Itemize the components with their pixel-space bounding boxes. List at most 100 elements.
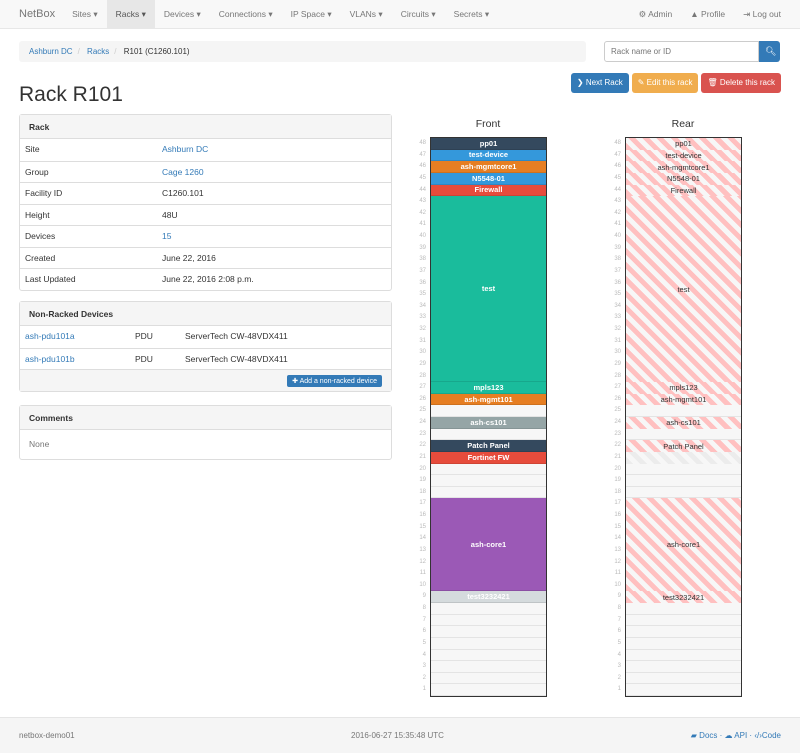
rack-device-rear[interactable]: Firewall: [626, 184, 741, 197]
api-link[interactable]: ☁ API: [725, 731, 748, 740]
unit-number: 32: [419, 326, 426, 332]
rack-unit[interactable]: [626, 673, 741, 685]
rack-unit[interactable]: [626, 638, 741, 650]
rack-device[interactable]: Patch Panel: [431, 440, 546, 452]
unit-number: 42: [614, 209, 621, 216]
nav-devices[interactable]: Devices ▾: [163, 8, 201, 19]
unit-number: 21: [614, 453, 621, 460]
rack-device-rear[interactable]: [626, 451, 741, 464]
rack-device-rear[interactable]: ash-cs101: [626, 417, 741, 429]
rack-device[interactable]: pp01: [431, 138, 546, 150]
rack-unit[interactable]: [626, 475, 741, 487]
rack-device-rear[interactable]: ash-core1: [626, 498, 741, 592]
rack-device-rear[interactable]: ash-mgmt101: [626, 393, 741, 406]
rack-device-rear[interactable]: ash-mgmtcore1: [626, 161, 741, 173]
detail-value[interactable]: Cage 1260: [162, 166, 204, 177]
detail-value[interactable]: 15: [162, 231, 172, 241]
rack-unit[interactable]: [626, 405, 741, 417]
rack-unit[interactable]: [431, 673, 546, 685]
unit-number: 26: [419, 395, 426, 402]
nav-ip-space[interactable]: IP Space ▾: [290, 8, 332, 19]
rack-device[interactable]: test: [431, 196, 546, 383]
rack-device[interactable]: test-device: [431, 149, 546, 162]
rack-unit[interactable]: [431, 475, 546, 487]
next-rack-button[interactable]: ❯ Next Rack: [570, 73, 629, 93]
rack-device[interactable]: ash-core1: [431, 498, 546, 592]
front-title: Front: [475, 118, 501, 130]
nav-profile[interactable]: ▲ Profile: [681, 0, 734, 29]
rack-unit[interactable]: [431, 405, 546, 417]
unit-number: 47: [419, 151, 426, 158]
rack-unit[interactable]: [431, 429, 546, 441]
rack-device[interactable]: Firewall: [431, 184, 546, 197]
nav-connections[interactable]: Connections ▾: [218, 8, 273, 19]
nav-vlans[interactable]: VLANs ▾: [349, 8, 383, 19]
unit-number: 32: [614, 326, 621, 332]
code-link[interactable]: ‹/›Code: [754, 731, 781, 740]
rack-unit[interactable]: [431, 661, 546, 673]
rack-device[interactable]: N5548-01: [431, 172, 546, 185]
rack-unit[interactable]: [626, 429, 741, 441]
edit-rack-button[interactable]: ✎ Edit this rack: [631, 73, 699, 93]
rack-unit[interactable]: [626, 615, 741, 627]
nav-admin[interactable]: ⚙ Admin: [630, 0, 682, 29]
rack-device-rear[interactable]: Patch Panel: [626, 440, 741, 452]
unit-number: 30: [419, 349, 426, 356]
detail-row: Group Cage 1260: [20, 160, 391, 183]
unit-number: 41: [419, 221, 426, 228]
unit-number: 26: [614, 395, 621, 402]
rack-unit[interactable]: [431, 464, 546, 476]
rack-unit[interactable]: [626, 487, 741, 499]
rack-unit[interactable]: [431, 615, 546, 627]
page-title: Rack R101: [19, 83, 123, 106]
docs-link[interactable]: ▰ Docs: [691, 731, 718, 740]
breadcrumb-site[interactable]: Ashburn DC: [29, 47, 73, 56]
device-link[interactable]: ash-pdu101b: [25, 353, 75, 364]
rack-device[interactable]: ash-cs101: [431, 417, 546, 429]
detail-value[interactable]: Ashburn DC: [162, 144, 209, 154]
rack-unit[interactable]: [431, 603, 546, 615]
rack-device[interactable]: ash-mgmt101: [431, 393, 546, 406]
rack-unit[interactable]: [626, 626, 741, 638]
rack-unit[interactable]: [431, 626, 546, 638]
nav-racks[interactable]: Racks ▾: [106, 0, 155, 29]
detail-row: Created June 22, 2016: [20, 246, 391, 269]
rack-device[interactable]: Fortinet FW: [431, 451, 546, 464]
rack-device[interactable]: test3232421: [431, 591, 546, 603]
detail-label: Devices: [25, 231, 56, 241]
rack-device-rear[interactable]: N5548-01: [626, 172, 741, 185]
rack-unit[interactable]: [431, 684, 546, 696]
comments-text: None: [29, 439, 50, 449]
delete-rack-button[interactable]: 🗑︎ Delete this rack: [701, 73, 781, 93]
rack-device[interactable]: mpls123: [431, 382, 546, 394]
brand[interactable]: NetBox: [19, 8, 56, 20]
nav-sites[interactable]: Sites ▾: [72, 8, 98, 19]
rack-unit[interactable]: [626, 650, 741, 662]
rack-device[interactable]: ash-mgmtcore1: [431, 161, 546, 173]
rack-unit[interactable]: [431, 638, 546, 650]
detail-row: Facility ID C1260.101: [20, 182, 391, 204]
search-input[interactable]: [604, 41, 759, 62]
gear-icon: ⚙: [638, 8, 647, 19]
device-link[interactable]: ash-pdu101a: [25, 331, 75, 341]
nav-circuits[interactable]: Circuits ▾: [400, 8, 436, 19]
rack-device-rear[interactable]: test-device: [626, 149, 741, 162]
rack-device-rear[interactable]: pp01: [626, 138, 741, 150]
nav-secrets[interactable]: Secrets ▾: [453, 8, 490, 19]
rack-unit[interactable]: [626, 603, 741, 615]
nav-logout[interactable]: ⇥ Log out: [734, 0, 790, 29]
rack-unit[interactable]: [431, 487, 546, 499]
detail-value: C1260.101: [162, 188, 204, 198]
rack-unit[interactable]: [626, 684, 741, 696]
rack-device-rear[interactable]: test3232421: [626, 591, 741, 603]
rack-unit[interactable]: [626, 464, 741, 476]
search-button[interactable]: 🔍︎: [759, 41, 780, 62]
rack-unit[interactable]: [626, 661, 741, 673]
rack-device-rear[interactable]: mpls123: [626, 382, 741, 394]
detail-row: Last Updated June 22, 2016 2:08 p.m.: [20, 268, 391, 290]
rack-unit[interactable]: [431, 650, 546, 662]
rack-device-rear[interactable]: test: [626, 196, 741, 383]
breadcrumb-racks[interactable]: Racks: [87, 47, 110, 56]
add-non-racked-button[interactable]: ✚ Add a non-racked device: [287, 375, 382, 387]
unit-number: 22: [614, 442, 621, 449]
